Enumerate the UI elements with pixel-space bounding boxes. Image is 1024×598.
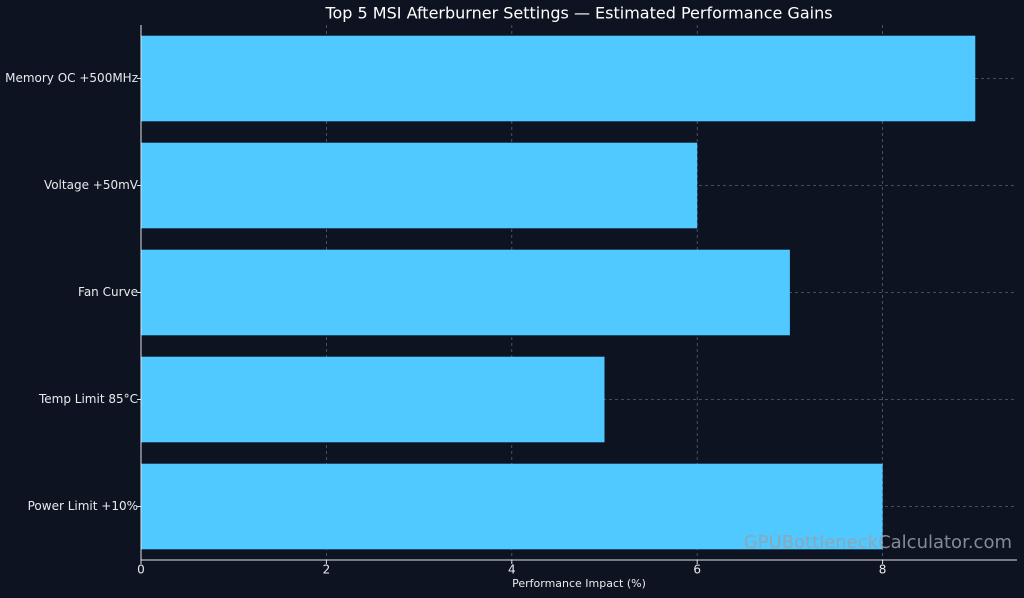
y-tick-label: Voltage +50mV [44,178,139,192]
x-tick-label: 0 [137,563,145,577]
chart-title: Top 5 MSI Afterburner Settings — Estimat… [324,4,832,23]
x-tick-label: 6 [693,563,701,577]
x-tick-label: 2 [323,563,331,577]
bar [141,142,698,229]
watermark: GPUBottleneckCalculator.com [744,532,1012,553]
y-tick-label: Memory OC +500MHz [5,71,138,85]
x-tick-label: 4 [508,563,516,577]
y-tick-label: Temp Limit 85°C [38,392,138,406]
x-axis-label: Performance Impact (%) [512,577,646,590]
bar [141,356,605,443]
y-tick-label: Power Limit +10% [28,499,138,513]
bar [141,463,883,550]
x-tick-label: 8 [879,563,887,577]
bar [141,35,976,122]
bar [141,249,790,336]
y-tick-label: Fan Curve [78,285,138,299]
